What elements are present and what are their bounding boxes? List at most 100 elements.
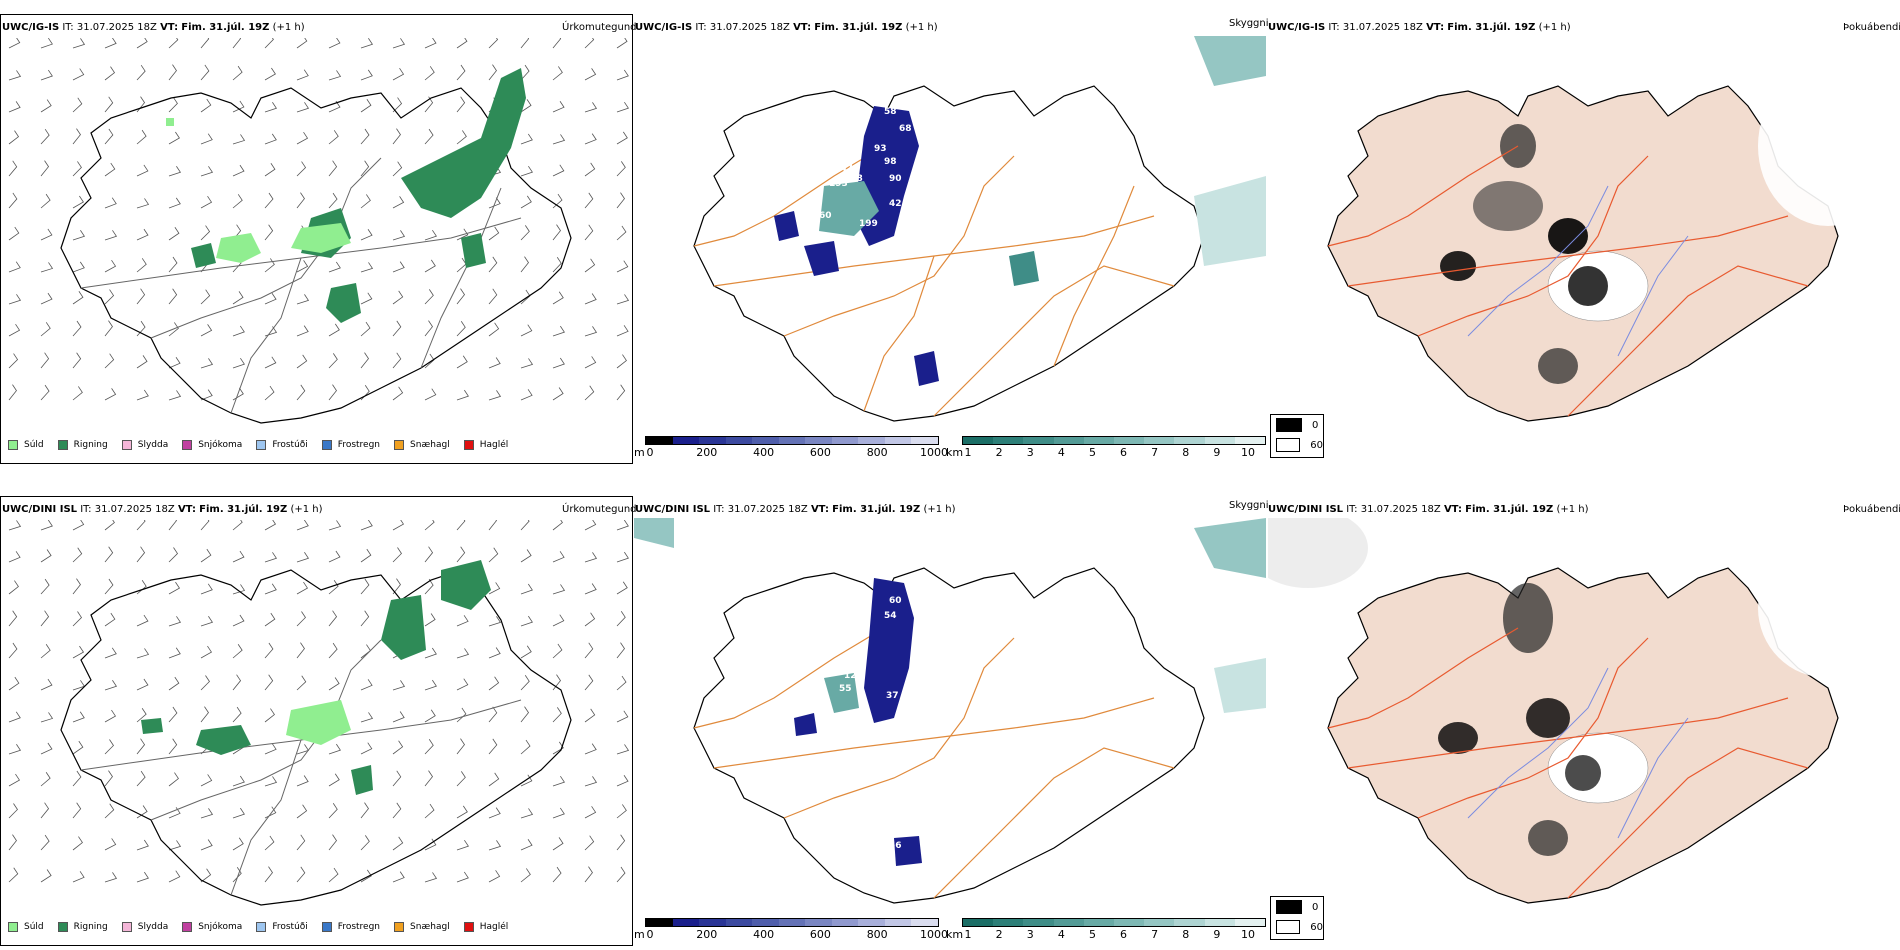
wind-barb: [264, 776, 278, 787]
wind-barb: [40, 772, 51, 787]
wind-barb: [328, 550, 341, 563]
ceiling-value-label: 56: [889, 841, 902, 851]
wind-barb: [552, 584, 566, 595]
visibility-unit: km: [946, 446, 964, 459]
wind-barb: [264, 743, 277, 755]
wind-barb: [328, 773, 340, 787]
colorbar-segment: [805, 919, 832, 926]
wind-barb: [40, 322, 51, 337]
wind-barb: [72, 578, 81, 595]
wind-barb: [328, 642, 338, 659]
wind-barb: [104, 162, 116, 177]
wind-barb: [264, 835, 275, 851]
wind-barb: [360, 128, 370, 145]
ceiling-value-label: 54: [884, 611, 897, 621]
wind-barb: [136, 520, 146, 531]
wind-barb: [168, 647, 181, 659]
wind-barb: [40, 160, 50, 177]
wind-barb: [40, 610, 50, 627]
wind-barb: [616, 294, 630, 305]
wind-barb: [296, 131, 309, 145]
wind-barb: [584, 743, 597, 755]
colorbar-segment: [1204, 919, 1235, 926]
rivers: [1467, 185, 1689, 357]
colorbar-segment: [1174, 919, 1205, 926]
wind-barb: [264, 133, 277, 145]
panel-type-label: Skyggni: [1229, 500, 1269, 511]
fog-legend: 0 60: [1270, 896, 1324, 940]
wind-barb: [104, 320, 113, 337]
colorbar-segment: [778, 437, 806, 444]
wind-barb: [424, 128, 434, 145]
colorbar-segment: [1083, 437, 1115, 444]
wind-barb: [40, 578, 50, 595]
colorbar-segment: [1053, 437, 1084, 444]
tick-label: 1: [964, 928, 972, 941]
wind-barb: [296, 102, 310, 113]
wind-barb: [328, 384, 337, 401]
wind-barb: [552, 134, 566, 145]
wind-barb: [360, 679, 373, 691]
wind-barb: [616, 192, 625, 209]
wind-barb: [40, 292, 53, 305]
wind-barb: [40, 228, 53, 241]
wind-barb: [360, 321, 371, 337]
wind-barb: [200, 520, 210, 531]
wind-barb: [488, 616, 502, 627]
colorbar-segment: [911, 919, 939, 926]
ceiling-colorbar: [645, 436, 939, 445]
wind-barb: [456, 520, 466, 531]
wind-barb: [328, 70, 342, 81]
wind-barb: [552, 224, 561, 241]
legend-item: Súld: [8, 922, 44, 932]
wind-barb: [72, 68, 85, 81]
roads-orange: [693, 145, 1175, 417]
wind-barb: [488, 256, 498, 273]
wind-barb: [264, 258, 275, 273]
fog-label: 0: [1312, 901, 1319, 913]
wind-barb: [296, 642, 305, 659]
wind-barb: [392, 770, 402, 787]
wind-barb: [232, 38, 242, 49]
wind-barb: [104, 680, 118, 691]
wind-barb: [104, 353, 115, 369]
wind-barb: [104, 739, 114, 755]
wind-barb: [168, 131, 180, 145]
panel-header: UWC/DINI ISL IT: 31.07.2025 18Z VT: Fim.…: [635, 504, 956, 515]
legend-label: Snæhagl: [410, 922, 450, 932]
wind-barb: [168, 357, 181, 369]
wind-barb: [232, 520, 243, 531]
wind-barb: [264, 674, 274, 691]
wind-barb: [360, 229, 373, 241]
wind-barb: [104, 128, 114, 145]
wind-barb: [40, 644, 51, 659]
colorbar-segment: [1204, 437, 1235, 444]
fog-swatch: [1276, 418, 1302, 432]
fog-label: 60: [1310, 439, 1323, 451]
ceiling-value-label: 37: [886, 691, 899, 701]
wind-barb: [72, 195, 84, 209]
tick-label: 7: [1151, 928, 1159, 941]
legend-swatch: [57, 440, 68, 450]
wind-barb: [456, 839, 469, 851]
tick-label: 2: [995, 446, 1003, 459]
wind-barb: [584, 293, 597, 305]
legend-item: Frostúði: [256, 922, 308, 932]
wind-barb: [424, 647, 437, 659]
wind-barb: [168, 322, 179, 337]
wind-barb: [520, 549, 532, 563]
wind-barb: [424, 388, 437, 401]
colorbar-segment: [884, 437, 912, 444]
wind-barb: [552, 38, 562, 49]
wind-barb: [520, 133, 533, 145]
tick-label: 600: [809, 928, 831, 941]
wind-barb: [616, 744, 630, 755]
wind-barb: [40, 262, 54, 273]
panel-header: UWC/IG-IS IT: 31.07.2025 18Z VT: Fim. 31…: [1268, 22, 1571, 33]
tick-label: 400: [753, 446, 775, 459]
legend-swatch: [182, 922, 193, 932]
wind-barb: [616, 325, 629, 337]
wind-barb: [72, 645, 85, 659]
wind-barb: [8, 384, 17, 401]
